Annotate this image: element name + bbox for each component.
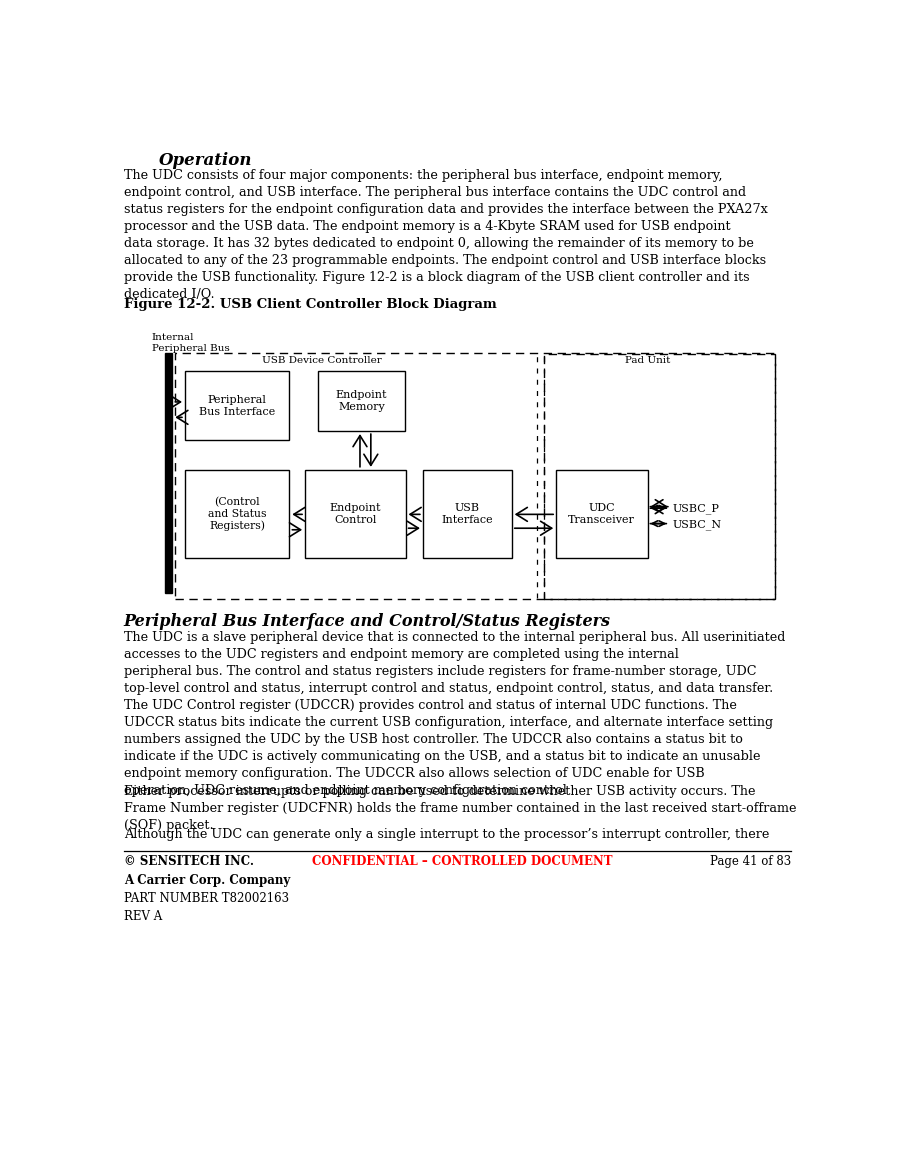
Bar [556,470,648,558]
Text: Internal
Peripheral Bus: Internal Peripheral Bus [152,333,229,352]
Text: CONFIDENTIAL – CONTROLLED DOCUMENT: CONFIDENTIAL – CONTROLLED DOCUMENT [312,855,612,867]
Bar [423,470,511,558]
Bar [175,352,776,599]
Bar [318,371,405,431]
Text: Endpoint
Memory: Endpoint Memory [336,390,387,412]
Text: Page 41 of 83: Page 41 of 83 [710,855,791,867]
Text: USBC_N: USBC_N [672,519,722,530]
Text: Pad Unit: Pad Unit [625,356,670,365]
Text: USB Device Controller: USB Device Controller [262,356,382,365]
Text: Although the UDC can generate only a single interrupt to the processor’s interru: Although the UDC can generate only a sin… [124,828,769,841]
Bar [185,371,290,440]
Text: The UDC consists of four major components: the peripheral bus interface, endpoin: The UDC consists of four major component… [124,170,768,301]
Text: © SENSITECH INC.: © SENSITECH INC. [124,855,253,867]
Bar [544,355,776,599]
Text: (Control
and Status
Registers): (Control and Status Registers) [207,497,266,531]
Text: Either processor interrupts or polling can be used to determine whether USB acti: Either processor interrupts or polling c… [124,785,796,833]
Bar [165,352,172,593]
Text: UDC
Transceiver: UDC Transceiver [568,504,635,524]
Text: Peripheral Bus Interface and Control/Status Registers: Peripheral Bus Interface and Control/Sta… [124,613,611,629]
Text: Endpoint
Control: Endpoint Control [329,504,381,524]
Bar [305,470,406,558]
Text: Figure 12-2. USB Client Controller Block Diagram: Figure 12-2. USB Client Controller Block… [124,298,496,311]
Text: The UDC is a slave peripheral device that is connected to the internal periphera: The UDC is a slave peripheral device tha… [124,632,785,797]
Bar [185,470,290,558]
Text: PART NUMBER T82002163: PART NUMBER T82002163 [124,892,289,904]
Text: USB
Interface: USB Interface [441,504,493,524]
Text: REV A: REV A [124,910,161,923]
Text: USBC_P: USBC_P [672,504,719,514]
Text: A Carrier Corp. Company: A Carrier Corp. Company [124,874,290,887]
Text: Operation: Operation [159,152,253,170]
Text: Peripheral
Bus Interface: Peripheral Bus Interface [199,395,275,417]
